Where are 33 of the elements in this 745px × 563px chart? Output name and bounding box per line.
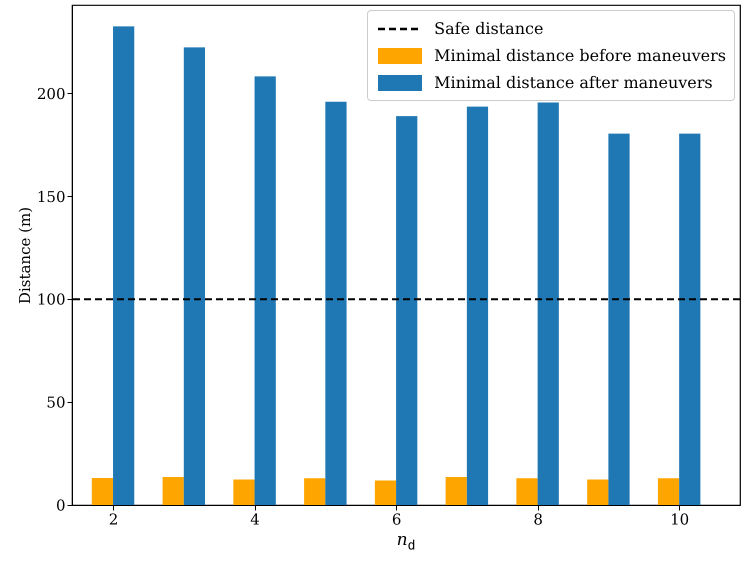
bar [304, 478, 326, 505]
x-tick-label: 6 [392, 510, 402, 528]
x-tick-label: 10 [670, 510, 690, 528]
x-tick-label: 8 [533, 510, 543, 528]
legend-label: Safe distance [434, 19, 544, 38]
bar [658, 478, 680, 505]
bar [608, 134, 630, 505]
x-tick-label: 2 [108, 510, 118, 528]
bar [113, 26, 134, 505]
bar [254, 76, 276, 505]
x-axis-title: n$_{d}$ [396, 530, 416, 554]
bar [92, 478, 114, 505]
bar [233, 479, 255, 505]
bar [516, 478, 538, 505]
y-tick-label: 50 [46, 394, 66, 412]
bar [466, 106, 488, 505]
bar [538, 102, 559, 505]
bar [162, 477, 184, 505]
bar [446, 477, 467, 505]
bar [374, 480, 396, 505]
y-tick-label: 200 [36, 84, 66, 103]
x-tick-label: 4 [250, 510, 260, 528]
y-tick-label: 0 [56, 496, 66, 514]
bar [184, 47, 206, 505]
legend-label: Minimal distance before maneuvers [434, 46, 726, 65]
bar [679, 134, 700, 505]
bar [587, 479, 608, 505]
y-tick-label: 100 [36, 290, 66, 309]
bar [396, 116, 418, 505]
bar [325, 102, 347, 505]
legend-label: Minimal distance after maneuvers [434, 73, 713, 92]
y-tick-label: 150 [36, 188, 66, 206]
y-axis-title: Distance (m) [16, 206, 34, 304]
